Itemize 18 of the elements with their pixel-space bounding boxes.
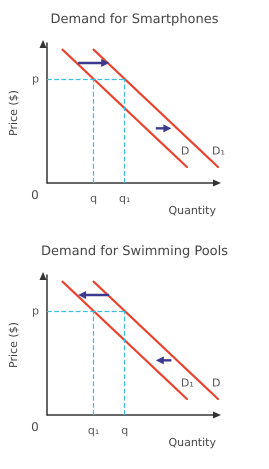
x-axis-title: Quantity <box>168 436 216 449</box>
x-tick-label: q₁ <box>88 424 100 437</box>
text: 0 <box>30 419 40 435</box>
series-label: D₁ <box>212 144 225 158</box>
ref-line-label: p <box>32 72 40 86</box>
x-tick-label: q <box>121 424 128 437</box>
ref-line-label: p <box>32 304 40 318</box>
y-axis-title: Price ($) <box>7 322 20 368</box>
x-axis-title: Quantity <box>168 204 216 217</box>
text: 0 <box>30 187 40 203</box>
series-label: D <box>180 144 190 158</box>
series-label: D₁ <box>180 376 194 390</box>
chart-title: Demand for Smartphones <box>50 12 219 27</box>
series-label: D <box>212 376 220 390</box>
x-tick-label: q₁ <box>119 192 130 205</box>
chart-title: Demand for Swimming Pools <box>41 244 228 259</box>
x-tick-label: q <box>90 192 98 205</box>
y-axis-title: Price ($) <box>7 90 20 136</box>
